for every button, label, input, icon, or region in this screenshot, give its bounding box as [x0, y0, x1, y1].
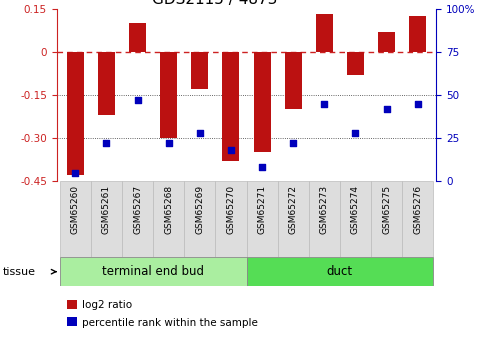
Text: GSM65272: GSM65272 [289, 185, 298, 234]
Text: GSM65260: GSM65260 [71, 185, 80, 234]
Bar [402, 181, 433, 257]
Text: duct: duct [327, 265, 353, 278]
Text: GSM65270: GSM65270 [226, 185, 236, 234]
Text: GSM65271: GSM65271 [257, 185, 267, 234]
Text: GSM65273: GSM65273 [320, 185, 329, 234]
Bar [309, 181, 340, 257]
Point [103, 140, 110, 146]
Text: percentile rank within the sample: percentile rank within the sample [82, 318, 258, 327]
Text: log2 ratio: log2 ratio [82, 300, 133, 310]
Point [383, 106, 390, 111]
Bar [191, 52, 209, 89]
Text: terminal end bud: terminal end bud [102, 265, 204, 278]
Point [196, 130, 204, 136]
Bar [253, 52, 271, 152]
Point [289, 140, 297, 146]
Bar [246, 257, 433, 286]
Bar [60, 257, 246, 286]
Bar [153, 181, 184, 257]
Point [414, 101, 422, 106]
Bar [347, 52, 364, 75]
Point [320, 101, 328, 106]
Text: GSM65267: GSM65267 [133, 185, 142, 234]
Bar [246, 181, 278, 257]
Bar [340, 181, 371, 257]
Bar [284, 52, 302, 109]
Bar [98, 52, 115, 115]
Bar [222, 52, 240, 161]
Bar [129, 23, 146, 52]
Bar [378, 32, 395, 52]
Text: GSM65268: GSM65268 [164, 185, 173, 234]
Bar [409, 16, 426, 52]
Point [134, 97, 141, 103]
Point [227, 147, 235, 153]
Bar [60, 181, 91, 257]
Bar [184, 181, 215, 257]
Text: tissue: tissue [2, 267, 35, 277]
Text: GDS2115 / 4873: GDS2115 / 4873 [152, 0, 277, 8]
Bar [160, 52, 177, 138]
Bar [91, 181, 122, 257]
Text: GSM65269: GSM65269 [195, 185, 204, 234]
Bar [278, 181, 309, 257]
Bar [122, 181, 153, 257]
Bar [67, 52, 84, 175]
Bar [371, 181, 402, 257]
Text: GSM65275: GSM65275 [382, 185, 391, 234]
Text: GSM65276: GSM65276 [413, 185, 422, 234]
Point [258, 165, 266, 170]
Text: GSM65274: GSM65274 [351, 185, 360, 234]
Point [71, 170, 79, 175]
Point [165, 140, 173, 146]
Bar [215, 181, 246, 257]
Text: GSM65261: GSM65261 [102, 185, 111, 234]
Point [352, 130, 359, 136]
Bar [316, 13, 333, 52]
